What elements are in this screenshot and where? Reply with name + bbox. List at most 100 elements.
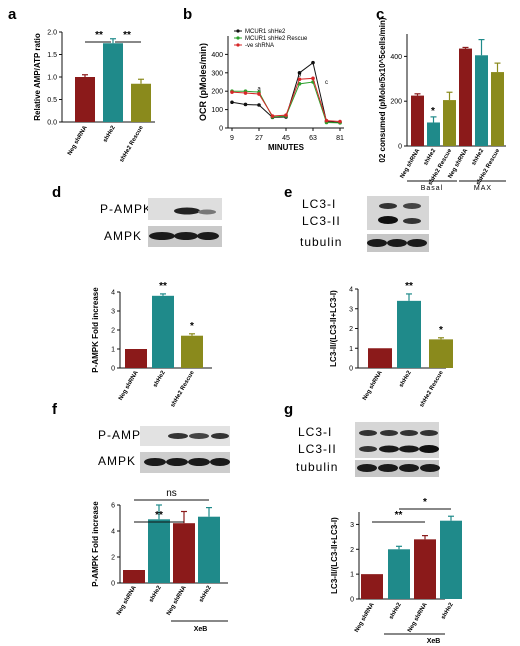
- blot-f-band-label-1: P-AMPK: [98, 428, 150, 442]
- chart-b-xtick-label: 81: [336, 135, 344, 142]
- chart-c-ytick-label: 0: [398, 144, 402, 151]
- chart-f-ytick-label: 4: [111, 529, 115, 536]
- chart-d-bar: [181, 335, 203, 368]
- chart-f-ytick-label: 0: [111, 581, 115, 588]
- chart-a-category-label: shHe2: [103, 124, 118, 143]
- blot-e-band: [387, 239, 407, 247]
- chart-a-category-label: Neg shRNA: [67, 124, 89, 156]
- chart-e: 0 1 2 3 4 LC3-II/(LC3-II+LC3-I) Neg shRNA shHe2…: [329, 281, 453, 409]
- blot-g-band-label-3: tubulin: [296, 460, 338, 474]
- chart-d-category-label: shHe2 Rescue: [170, 369, 196, 408]
- chart-f-ytick-label: 6: [111, 503, 115, 510]
- chart-b-xtick-label: 45: [282, 135, 290, 142]
- chart-a-ylabel: Relative AMP/ATP ratio: [33, 33, 42, 121]
- chart-b-xtick-label: 63: [309, 135, 317, 142]
- chart-c-significance: *: [431, 106, 435, 117]
- chart-g-ytick-label: 2: [350, 547, 354, 554]
- chart-a-significance: **: [95, 30, 103, 41]
- chart-d-ytick-label: 2: [111, 328, 115, 335]
- chart-b-legend-marker: [236, 29, 240, 33]
- chart-f-category-label: shHe2: [199, 584, 214, 603]
- chart-d-ytick-label: 1: [111, 347, 115, 354]
- chart-c-bar: [411, 95, 424, 146]
- chart-g-significance: **: [395, 510, 403, 521]
- chart-e-bar: [429, 339, 453, 368]
- chart-e-ytick-label: 4: [349, 287, 353, 294]
- chart-c-category-label: Neg shRNA: [400, 147, 422, 179]
- chart-b-annotation: b: [298, 72, 302, 78]
- chart-b-ytick-label: 300: [211, 70, 223, 77]
- chart-e-ytick-label: 2: [349, 326, 353, 333]
- chart-b: 0 100 200 300 400 9 27 45 63 81 MINUTES OCR (pMoles…: [198, 29, 344, 152]
- chart-f-ylabel: P-AMPK Fold increase: [91, 501, 100, 587]
- chart-e-ytick-label: 0: [349, 366, 353, 373]
- chart-c-group-label: MAX: [474, 185, 492, 192]
- chart-f-bar: [173, 523, 195, 583]
- chart-f-significance: ns: [166, 488, 177, 499]
- chart-d-ytick-label: 3: [111, 309, 115, 316]
- blot-g-band: [359, 446, 377, 452]
- chart-e-significance: *: [439, 325, 443, 336]
- chart-f-significance: **: [155, 510, 163, 521]
- blot-d-band: [174, 232, 198, 240]
- chart-e-category-label: shHe2 Rescue: [419, 369, 445, 408]
- blot-e-band-label-1: LC3-I: [302, 197, 336, 211]
- blot-e: LC3-I LC3-II tubulin: [300, 196, 429, 252]
- chart-b-point: [230, 100, 234, 105]
- panel-label-b: b: [183, 6, 192, 23]
- chart-f-category-label: Neg shRNA: [116, 584, 138, 616]
- chart-b-ytick-label: 400: [211, 52, 223, 59]
- chart-g-category-label: shHe2: [441, 601, 456, 620]
- chart-g-ytick-label: 3: [350, 522, 354, 529]
- chart-g-category-label: Neg shRNA: [407, 601, 429, 633]
- blot-f-band: [144, 458, 166, 466]
- panel-label-f: f: [52, 401, 58, 418]
- chart-b-point: [311, 76, 315, 81]
- chart-c-group-label: Basal: [421, 185, 444, 192]
- blot-g: LC3-I LC3-II tubulin: [296, 422, 440, 477]
- chart-b-legend-marker: [236, 43, 240, 47]
- blot-e-band: [407, 239, 427, 247]
- blot-f-band: [188, 458, 210, 466]
- chart-d-bar: [152, 295, 174, 368]
- blot-f-band: [211, 433, 229, 439]
- chart-f-group-label: XeB: [194, 626, 208, 633]
- chart-a-significance: **: [123, 30, 131, 41]
- chart-d-ytick-label: 0: [111, 366, 115, 373]
- chart-a: 0.0 0.5 1.0 1.5 2.0 Relative AMP/ATP ratio Neg…: [33, 30, 155, 164]
- chart-d-category-label: Neg shRNA: [118, 369, 140, 401]
- chart-c-bar: [427, 122, 440, 146]
- chart-e-significance: **: [405, 281, 413, 292]
- chart-e-ytick-label: 3: [349, 306, 353, 313]
- chart-b-ytick-label: 0: [219, 126, 223, 133]
- chart-c-category-label: shHe2: [471, 147, 486, 166]
- blot-e-band-label-2: LC3-II: [302, 214, 341, 228]
- chart-a-bar: [131, 83, 151, 122]
- blot-g-band: [420, 430, 438, 436]
- chart-b-point: [311, 60, 315, 65]
- chart-e-category-label: Neg shRNA: [362, 369, 384, 401]
- chart-a-ytick-label: 1.5: [47, 52, 57, 59]
- panel-label-d: d: [52, 184, 61, 201]
- chart-a-bar: [75, 77, 95, 122]
- chart-a-ytick-label: 1.0: [47, 75, 57, 82]
- panel-label-a: a: [8, 6, 17, 23]
- chart-c-bar: [459, 48, 472, 147]
- chart-g-category-label: shHe2: [389, 601, 404, 620]
- panel-label-e: e: [284, 184, 292, 201]
- blot-e-band: [379, 203, 397, 209]
- panel-label-c: c: [376, 6, 384, 23]
- chart-g-group-label: XeB: [427, 638, 441, 645]
- chart-e-bar: [368, 348, 392, 368]
- chart-a-bar: [103, 43, 123, 122]
- blot-d-band-label-2: AMPK: [104, 229, 142, 243]
- blot-e-band: [403, 218, 421, 224]
- chart-b-point: [243, 102, 248, 107]
- blot-e-strip-1: [367, 196, 429, 230]
- blot-e-band: [403, 203, 421, 209]
- chart-e-category-label: shHe2: [399, 369, 414, 388]
- chart-b-ytick-label: 100: [211, 107, 223, 114]
- chart-d-ylabel: P-AMPK Fold increase: [91, 287, 100, 373]
